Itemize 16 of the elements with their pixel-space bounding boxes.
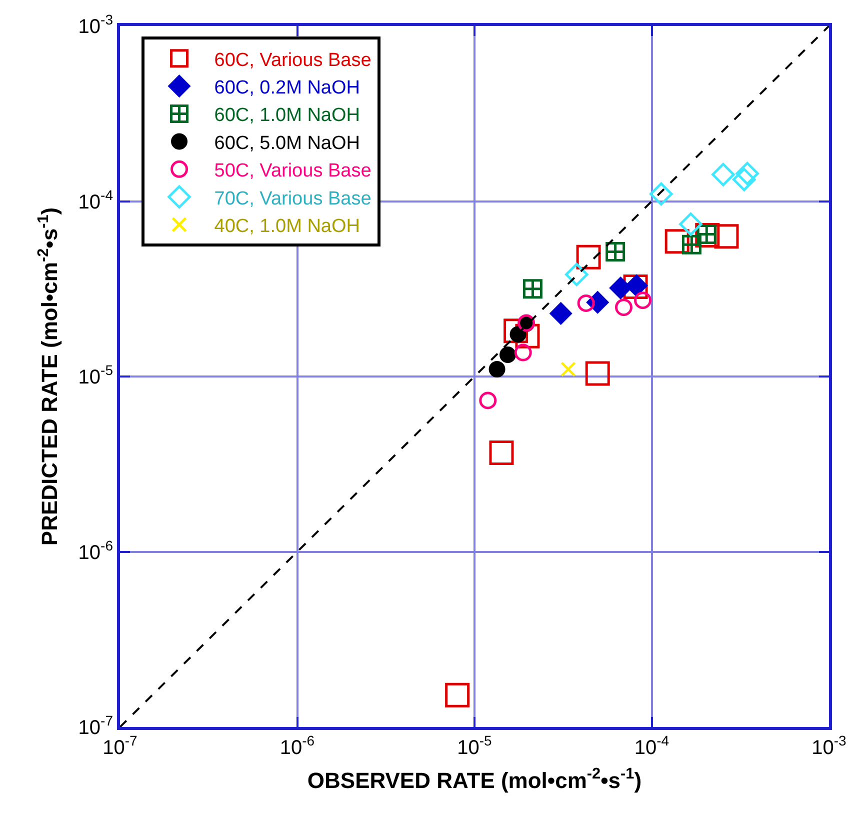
y-tick-label: 10$^{-3}$ bbox=[78, 12, 114, 38]
y-tick-label: 10$^{-5}$ bbox=[78, 362, 114, 388]
x-tick-label: 10$^{-5}$ bbox=[457, 732, 492, 759]
legend-label: 60C, Various Base bbox=[214, 50, 372, 71]
y-tick-label: 10$^{-4}$ bbox=[78, 186, 114, 214]
legend-label: 50C, Various Base bbox=[214, 160, 372, 182]
legend-label: 70C, Various Base bbox=[214, 188, 372, 210]
x-tick-label: 10$^{-4}$ bbox=[634, 732, 670, 759]
y-tick-label: 10$^{-6}$ bbox=[78, 537, 114, 564]
x-tick-label: 10$^{-6}$ bbox=[280, 732, 315, 759]
legend-label: 60C, 1.0M NaOH bbox=[214, 105, 360, 126]
x-axis-title: OBSERVED RATE (mol•cm$^{-2}$•s$^{-1}$) bbox=[307, 766, 642, 793]
legend-label: 60C, 5.0M NaOH bbox=[214, 132, 360, 154]
x-tick-label: 10$^{-3}$ bbox=[812, 732, 847, 759]
legend-label: 40C, 1.0M NaOH bbox=[214, 216, 360, 237]
legend-label: 60C, 0.2M NaOH bbox=[214, 77, 360, 98]
